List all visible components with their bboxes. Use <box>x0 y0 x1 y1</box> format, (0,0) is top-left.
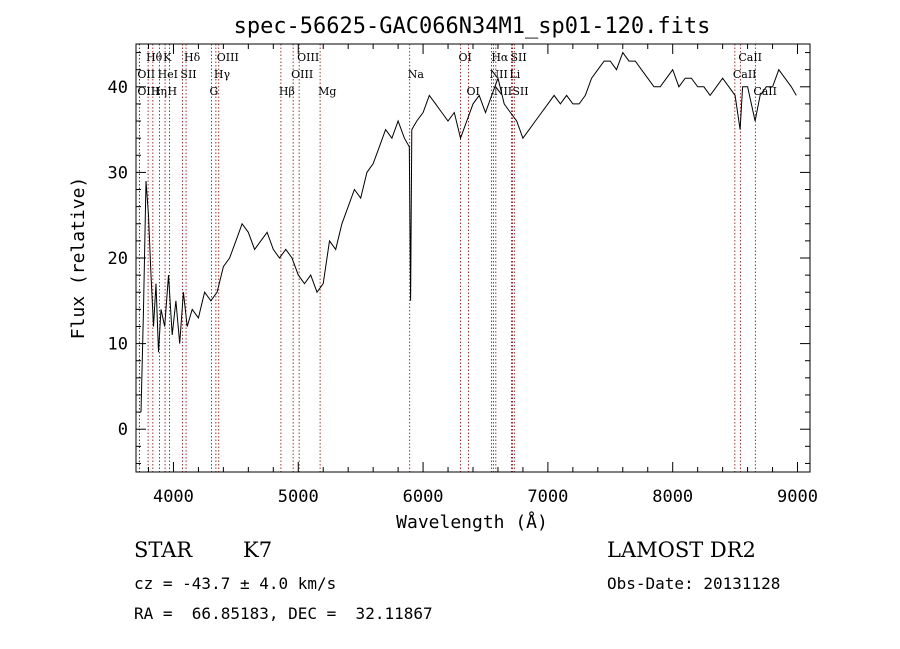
spectral-line-label: OI <box>459 51 472 64</box>
plot-frame <box>135 43 811 473</box>
y-tick-label: 0 <box>118 420 128 440</box>
y-tick-label: 10 <box>108 335 128 355</box>
spectral-line-label: H <box>167 85 177 98</box>
y-tick-label: 30 <box>108 163 128 183</box>
spectral-line-label: K <box>163 51 172 64</box>
spectral-line-label: Hη <box>151 85 167 98</box>
object-subclass: K7 <box>243 538 273 562</box>
spectral-line-label: NII <box>494 85 512 98</box>
axis-tick-labels: 4000 5000 6000 7000 8000 9000 0 10 20 30 40 <box>108 78 818 507</box>
x-tick-label: 5000 <box>278 487 319 507</box>
x-tick-label: 6000 <box>403 487 444 507</box>
chart-title: spec-56625-GAC066N34M1_sp01-120.fits <box>234 14 711 39</box>
redshift-velocity: cz = -43.7 ± 4.0 km/s <box>134 574 337 593</box>
spectral-line-markers <box>138 44 756 472</box>
y-axis-label: Flux (relative) <box>68 177 89 340</box>
spectral-line-label: CaII <box>738 51 762 64</box>
coordinates: RA = 66.85183, DEC = 32.11867 <box>134 604 433 623</box>
spectral-line-label: Hα <box>491 51 509 64</box>
spectrum-series-line <box>140 51 797 413</box>
spectral-line-label: Hδ <box>184 51 201 64</box>
x-tick-label: 9000 <box>777 487 818 507</box>
spectral-line-label: Li <box>509 68 520 81</box>
spectral-line-label: CaII <box>733 68 757 81</box>
spectral-line-label: CaII <box>753 85 777 98</box>
y-tick-label: 40 <box>108 78 128 98</box>
spectral-line-label: SII <box>180 68 196 81</box>
y-tick-label: 20 <box>108 249 128 269</box>
x-tick-label: 8000 <box>652 487 693 507</box>
spectral-line-label: Hβ <box>279 85 295 98</box>
x-axis-label: Wavelength (Å) <box>396 511 548 533</box>
spectral-line-label: OII <box>137 68 155 81</box>
x-tick-label: 7000 <box>527 487 568 507</box>
spectral-line-label: OIII <box>297 51 319 64</box>
spectral-line-label: OIII <box>291 68 313 81</box>
x-tick-label: 4000 <box>153 487 194 507</box>
spectral-line-label: NII <box>489 68 507 81</box>
spectral-line-label: SII <box>510 51 526 64</box>
spectral-line-label: SII <box>512 85 528 98</box>
object-class: STAR <box>134 538 193 562</box>
spectral-line-label: OIII <box>137 85 159 98</box>
spectral-line-label: Mg <box>318 85 336 98</box>
axis-ticks <box>136 44 810 472</box>
spectral-line-label: Hθ <box>146 51 163 64</box>
observation-date: Obs-Date: 20131128 <box>607 574 781 593</box>
spectral-line-label: Na <box>408 68 425 81</box>
spectral-line-label: OIII <box>217 51 239 64</box>
spectral-line-label: HeI <box>158 68 178 81</box>
survey-name: LAMOST DR2 <box>607 538 756 562</box>
spectral-line-label: Hγ <box>214 68 231 81</box>
spectral-line-label: G <box>210 85 219 98</box>
spectral-line-label: OI <box>467 85 480 98</box>
